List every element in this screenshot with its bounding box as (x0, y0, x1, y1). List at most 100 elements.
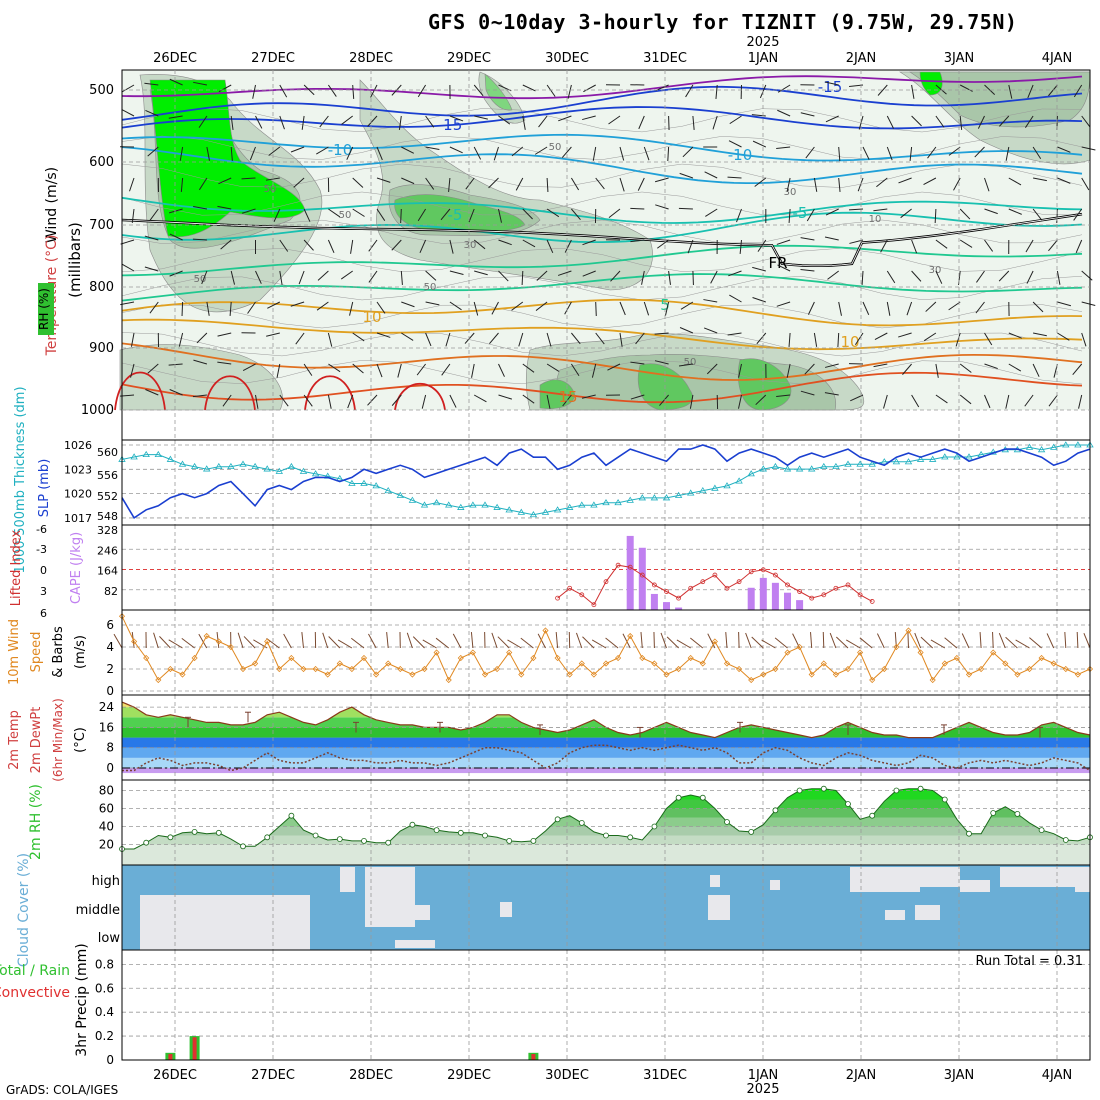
wind-barb (880, 239, 888, 253)
wind-barb (707, 633, 716, 649)
wind-barb (998, 270, 1010, 282)
wind-speed-point (239, 665, 247, 673)
thickness-point (396, 491, 405, 498)
wind-barb (303, 208, 311, 222)
wind-barb (470, 632, 474, 649)
ylabel-wind-10m: 10m Wind (7, 619, 22, 685)
wind-barb (417, 84, 427, 98)
wind-speed-point (748, 676, 755, 684)
wind-barb (511, 301, 524, 311)
wind-barb (206, 146, 210, 161)
ylabel-precip: 3hr Precip (mm) (74, 943, 90, 1056)
rh-point (312, 832, 319, 839)
wind-barb (727, 176, 742, 179)
thickness-point (590, 501, 598, 508)
wind-speed-point (1062, 665, 1069, 673)
thickness-point (1049, 443, 1058, 450)
thickness-point (783, 465, 792, 472)
rh-point (603, 832, 609, 839)
cloud-block (885, 910, 905, 920)
wind-barb (242, 208, 256, 214)
date-label-bottom: 2JAN (846, 1068, 877, 1083)
precip-tick-label: 0 (106, 1053, 114, 1067)
wind-barb (678, 207, 693, 210)
rh-point (699, 794, 706, 801)
wind-speed-point (324, 671, 331, 678)
wind-barb (498, 270, 509, 282)
wind-barb (192, 394, 207, 398)
temperature-contour (121, 342, 1083, 381)
thickness-point (263, 465, 271, 472)
rh-tick-label: 20 (99, 838, 114, 852)
wind-barb (874, 332, 888, 340)
wind-barb (511, 146, 524, 157)
wind-barb (998, 632, 1006, 649)
wind-barb (729, 115, 742, 125)
wind-barb (805, 146, 815, 159)
wind-barb (537, 633, 546, 649)
cloud-block (340, 867, 355, 892)
wind-barb (630, 361, 645, 365)
wind-barb (715, 84, 718, 99)
wind-barb (129, 177, 135, 192)
wind-barb (1078, 394, 1083, 409)
wind-barb (230, 146, 233, 161)
wind-barb (654, 332, 669, 335)
rh-point (1062, 837, 1069, 843)
wind-barb (777, 109, 791, 117)
rh-contour-line (121, 275, 1083, 301)
lifted-index-line (557, 564, 873, 606)
cloud-block (1000, 867, 1090, 887)
rh-contour-area (737, 358, 792, 411)
rh-point (966, 830, 972, 837)
vertical-gridlines (174, 440, 1058, 525)
wind-barb (911, 270, 922, 282)
wind-barb (489, 332, 499, 344)
wind-barb (1025, 239, 1034, 253)
wind-barb (376, 332, 391, 338)
wind-speed-point (167, 665, 174, 673)
wind-speed-point (687, 654, 694, 662)
wind-barb (774, 637, 788, 649)
wind-barb (217, 361, 232, 365)
temperature-contour (121, 85, 1083, 121)
wind-barb (1057, 332, 1070, 341)
wind-barb (610, 270, 621, 282)
wind-barb (571, 208, 581, 220)
lifted-index-point (700, 579, 706, 585)
pressure-tick-label: 1000 (81, 403, 114, 418)
thickness-point (469, 501, 477, 508)
wind-barb (327, 239, 335, 254)
wind-speed-point (252, 660, 259, 667)
rh-contour-line (121, 191, 1083, 216)
wind-barb (473, 239, 486, 250)
ylabel-temp-unit: (°C) (73, 727, 88, 753)
wind-barb (1029, 637, 1042, 649)
wind-barb (295, 332, 305, 345)
wind-barb (605, 637, 619, 649)
wind-speed-point (578, 660, 585, 667)
temperature-contours (114, 75, 1083, 411)
precip-convective-bar (531, 1054, 536, 1060)
wind-speed-point (723, 660, 731, 667)
wind-barb (583, 84, 596, 93)
wind-barb (591, 639, 607, 649)
thickness-point (227, 462, 235, 470)
wind-barb (838, 146, 841, 161)
precip-tick-label: 0.2 (95, 1029, 114, 1043)
rh-contour-line (121, 108, 1083, 133)
wind-barb (959, 363, 972, 373)
freezing-level-inner (121, 213, 1083, 267)
wind-barb (984, 332, 993, 346)
cape-tick-label: 82 (104, 585, 118, 598)
temperature-band (122, 768, 1090, 774)
rh-point (651, 823, 658, 830)
wind-barb (959, 394, 972, 405)
wind-barb (398, 115, 402, 130)
rh-point (167, 834, 174, 841)
wind-barb (806, 208, 815, 222)
wind-barb (800, 237, 815, 241)
slp-tick-label: 1020 (64, 488, 92, 501)
wind-speed-point (941, 660, 948, 667)
thickness-point (372, 482, 380, 489)
